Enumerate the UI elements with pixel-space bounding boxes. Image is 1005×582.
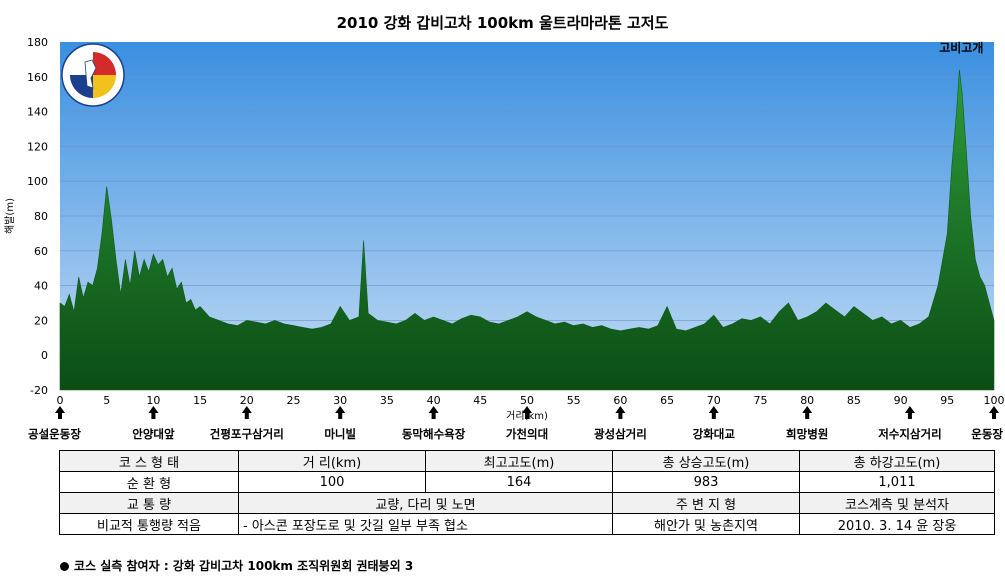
peak-annotation: 고비고개 <box>939 40 983 55</box>
up-arrow-icon <box>522 406 532 419</box>
up-arrow-icon <box>615 406 626 419</box>
x-tick-label: 55 <box>567 394 581 407</box>
landmark: 공설운동장 <box>28 406 81 441</box>
organization-logo-seal <box>61 43 125 107</box>
y-tick-label: 20 <box>34 314 48 327</box>
up-arrow-icon <box>989 406 999 419</box>
y-tick-label: 180 <box>27 36 48 49</box>
x-tick-label: 50 <box>520 394 534 407</box>
landmark-label: 공설운동장 <box>28 427 81 441</box>
table-header-row: 교 통 량 교량, 다리 및 노면 주 변 지 형 코스계측 및 분석자 <box>59 492 995 514</box>
y-tick-label: 0 <box>41 349 48 362</box>
x-tick-label: 65 <box>660 394 674 407</box>
x-tick-label: 60 <box>613 394 627 407</box>
table-row: 순 환 형 100 164 983 1,011 <box>59 471 995 493</box>
x-tick-label: 30 <box>333 394 347 407</box>
y-tick-label: 160 <box>27 71 48 84</box>
table-cell: 주 변 지 형 <box>612 492 800 514</box>
y-tick-label: 60 <box>34 245 48 258</box>
landmark: 희망병원 <box>786 406 828 441</box>
table-cell: 교량, 다리 및 노면 <box>238 492 613 514</box>
y-tick-label: 120 <box>27 140 48 153</box>
table-cell: 164 <box>425 471 613 493</box>
up-arrow-icon <box>241 406 252 419</box>
course-info-table: 코 스 형 태 거 리(km) 최고고도(m) 총 상승고도(m) 총 하강고도… <box>59 450 995 535</box>
landmark: 안양대앞 <box>132 406 175 441</box>
landmark-label: 광성삼거리 <box>594 427 647 441</box>
x-tick-label: 0 <box>57 394 64 407</box>
up-arrow-icon <box>428 406 439 419</box>
landmark-label: 동막해수욕장 <box>402 427 466 441</box>
x-tick-label: 75 <box>754 394 768 407</box>
landmark: 운동장 <box>971 406 1003 441</box>
x-axis-label: 거리(km) <box>506 410 548 422</box>
y-tick-label: 100 <box>27 175 48 188</box>
table-cell: 2010. 3. 14 윤 장웅 <box>799 513 995 535</box>
landmark: 가천의대 <box>506 406 548 441</box>
up-arrow-icon <box>55 406 65 419</box>
table-cell: - 아스콘 포장도로 및 갓길 일부 부족 협소 <box>238 513 613 535</box>
x-tick-label: 10 <box>146 394 160 407</box>
table-cell: 1,011 <box>799 471 995 493</box>
landmark: 광성삼거리 <box>594 406 647 441</box>
table-cell: 총 하강고도(m) <box>799 450 995 472</box>
landmark: 강화대교 <box>693 406 736 441</box>
landmark-label: 강화대교 <box>693 427 736 441</box>
table-cell: 거 리(km) <box>238 450 426 472</box>
landmark: 저수지삼거리 <box>878 406 942 441</box>
note-text: 코스 실측 참여자 : 강화 갑비고차 100km 조직위원회 권태붕외 3 <box>74 559 414 573</box>
landmark-label: 마니빌 <box>324 427 356 441</box>
landmark: 마니빌 <box>324 406 356 441</box>
y-tick-label: 140 <box>27 106 48 119</box>
y-tick-label: 80 <box>34 210 48 223</box>
y-tick-label: 40 <box>34 280 48 293</box>
bullet-icon <box>60 562 69 571</box>
landmark-label: 저수지삼거리 <box>878 427 941 441</box>
up-arrow-icon <box>802 406 813 419</box>
up-arrow-icon <box>904 406 915 419</box>
table-cell: 코스계측 및 분석자 <box>799 492 995 514</box>
table-cell: 코 스 형 태 <box>59 450 239 472</box>
x-tick-label: 80 <box>800 394 814 407</box>
table-cell: 100 <box>238 471 426 493</box>
elevation-chart: -20 0 20 40 60 80 100 120 140 160 180 0 5 10 15 20 25 30… <box>3 36 1005 441</box>
y-tick-label: -20 <box>30 384 48 397</box>
elevation-area <box>59 69 995 391</box>
landmark: 동막해수욕장 <box>402 406 466 441</box>
table-cell: 983 <box>612 471 800 493</box>
landmark-label: 가천의대 <box>506 427 548 441</box>
landmark-label: 희망병원 <box>786 427 828 441</box>
table-cell: 해안가 및 농촌지역 <box>612 513 800 535</box>
landmark-label: 안양대앞 <box>132 427 175 441</box>
table-cell: 교 통 량 <box>59 492 239 514</box>
chart-title: 2010 강화 갑비고차 100km 울트라마라톤 고저도 <box>336 14 669 32</box>
x-tick-label: 40 <box>427 394 441 407</box>
up-arrow-icon <box>708 406 719 419</box>
y-axis-label: 해발(m) <box>3 198 16 234</box>
table-cell: 총 상승고도(m) <box>612 450 800 472</box>
x-tick-label: 15 <box>193 394 207 407</box>
landmark-label: 건평포구삼거리 <box>210 427 284 441</box>
up-arrow-icon <box>148 406 159 419</box>
x-tick-label: 85 <box>847 394 861 407</box>
landmark: 건평포구삼거리 <box>210 406 284 441</box>
table-cell: 최고고도(m) <box>425 450 613 472</box>
x-tick-label: 100 <box>984 394 1005 407</box>
landmark-label: 운동장 <box>971 427 1003 441</box>
table-row: 비교적 통행량 적음 - 아스콘 포장도로 및 갓길 일부 부족 협소 해안가 … <box>59 513 995 535</box>
table-cell: 비교적 통행량 적음 <box>59 513 239 535</box>
x-tick-label: 20 <box>240 394 254 407</box>
x-tick-label: 45 <box>473 394 487 407</box>
participants-note: 코스 실측 참여자 : 강화 갑비고차 100km 조직위원회 권태붕외 3 <box>60 557 413 574</box>
x-tick-label: 25 <box>287 394 301 407</box>
up-arrow-icon <box>335 406 346 419</box>
table-cell: 순 환 형 <box>59 471 239 493</box>
x-tick-label: 35 <box>380 394 394 407</box>
table-header-row: 코 스 형 태 거 리(km) 최고고도(m) 총 상승고도(m) 총 하강고도… <box>59 450 995 472</box>
x-tick-label: 5 <box>103 394 110 407</box>
x-tick-label: 70 <box>707 394 721 407</box>
x-tick-label: 95 <box>940 394 954 407</box>
x-tick-label: 90 <box>894 394 908 407</box>
